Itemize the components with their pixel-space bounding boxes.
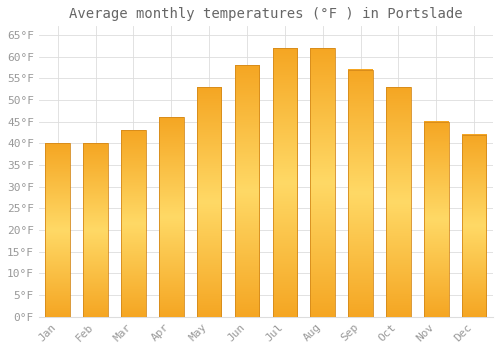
Bar: [84, 144, 108, 317]
Bar: [121, 130, 146, 317]
Title: Average monthly temperatures (°F ) in Portslade: Average monthly temperatures (°F ) in Po…: [69, 7, 462, 21]
Bar: [272, 48, 297, 317]
Bar: [424, 122, 448, 317]
Bar: [386, 87, 410, 317]
Bar: [462, 135, 486, 317]
Bar: [197, 87, 222, 317]
Bar: [234, 65, 260, 317]
Bar: [46, 144, 70, 317]
Bar: [159, 117, 184, 317]
Bar: [310, 48, 335, 317]
Bar: [348, 70, 373, 317]
